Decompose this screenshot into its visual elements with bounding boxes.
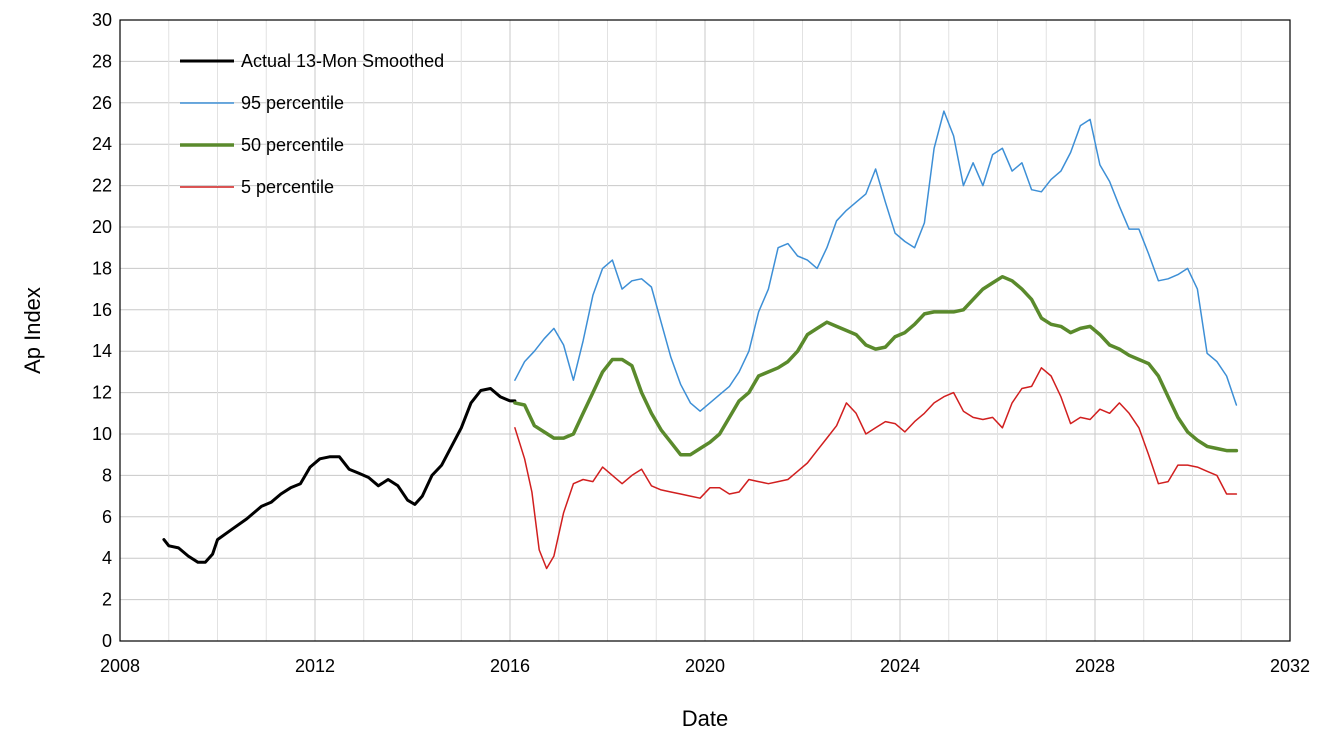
series-line-2	[514, 110, 1238, 412]
y-tick-label: 20	[92, 217, 112, 237]
y-tick-label: 2	[102, 590, 112, 610]
x-tick-label: 2024	[880, 656, 920, 676]
y-tick-label: 8	[102, 465, 112, 485]
y-tick-label: 22	[92, 176, 112, 196]
x-tick-label: 2028	[1075, 656, 1115, 676]
y-tick-label: 26	[92, 93, 112, 113]
y-tick-label: 0	[102, 631, 112, 651]
y-tick-label: 4	[102, 548, 112, 568]
plot-frame	[119, 19, 1291, 642]
series-line-4	[514, 367, 1238, 570]
x-tick-label: 2012	[295, 656, 335, 676]
y-axis-title: Ap Index	[20, 287, 45, 374]
y-tick-label: 28	[92, 51, 112, 71]
legend-label: 50 percentile	[241, 135, 344, 155]
x-tick-label: 2016	[490, 656, 530, 676]
x-tick-label: 2008	[100, 656, 140, 676]
x-tick-label: 2032	[1270, 656, 1310, 676]
legend-label: 95 percentile	[241, 93, 344, 113]
y-tick-label: 24	[92, 134, 112, 154]
y-tick-label: 30	[92, 10, 112, 30]
y-tick-label: 10	[92, 424, 112, 444]
y-tick-label: 6	[102, 507, 112, 527]
series-line-1	[162, 387, 517, 564]
y-tick-label: 18	[92, 258, 112, 278]
legend-label: Actual 13-Mon Smoothed	[241, 51, 444, 71]
legend-label: 5 percentile	[241, 177, 334, 197]
series-line-3	[513, 274, 1239, 457]
y-tick-label: 16	[92, 300, 112, 320]
legend: Actual 13-Mon Smoothed 95 percentile 50 pe…	[180, 51, 444, 197]
x-tick-label: 2020	[685, 656, 725, 676]
y-tick-label: 14	[92, 341, 112, 361]
series-group	[162, 110, 1239, 570]
x-axis-title: Date	[682, 706, 728, 731]
y-tick-label: 12	[92, 383, 112, 403]
